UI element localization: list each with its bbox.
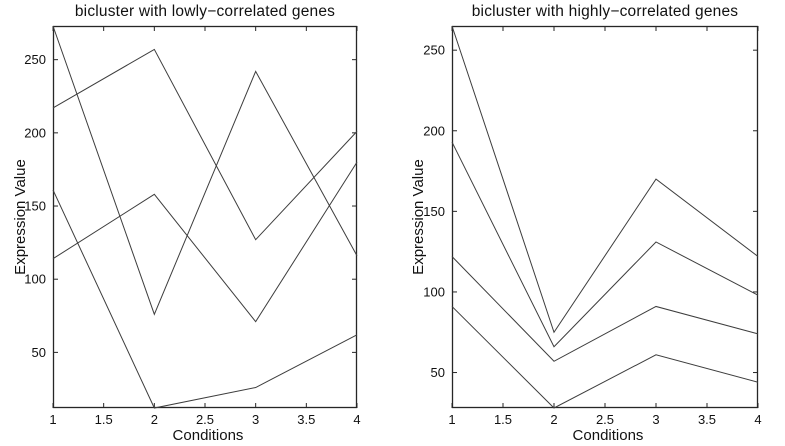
plot-box xyxy=(451,25,759,409)
x-tick-label: 1 xyxy=(49,412,56,427)
x-tick-label: 2.5 xyxy=(596,412,614,427)
chart-right: 1 1.5 2 2.5 3 3.5 4 50 100 150 200 250 bicluster wit… xyxy=(410,3,762,444)
x-tick-label: 1 xyxy=(448,412,455,427)
chart-title: bicluster with lowly−correlated genes xyxy=(75,3,335,20)
gene-3-line xyxy=(451,256,759,362)
y-tick-label: 200 xyxy=(423,123,445,138)
x-tick-label: 1.5 xyxy=(95,412,113,427)
x-axis-label: Conditions xyxy=(173,427,244,444)
y-tick-label: 150 xyxy=(24,199,46,214)
plot-box xyxy=(52,25,358,409)
y-tick-label: 100 xyxy=(24,272,46,287)
y-tick-label: 50 xyxy=(431,365,445,380)
x-tick-label: 3 xyxy=(652,412,659,427)
y-tick-label: 250 xyxy=(423,43,445,58)
y-tick-label: 150 xyxy=(423,204,445,219)
y-tick-label: 100 xyxy=(423,284,445,299)
x-tick-label: 2.5 xyxy=(196,412,214,427)
x-tick-label: 4 xyxy=(754,412,761,427)
x-tick-label: 2 xyxy=(550,412,557,427)
gene-2-line xyxy=(52,48,358,241)
x-axis-label: Conditions xyxy=(573,427,644,444)
gene-3-line xyxy=(52,189,358,409)
y-axis-label: Expression Value xyxy=(12,159,29,275)
x-tick-label: 1.5 xyxy=(494,412,512,427)
x-tick-label: 4 xyxy=(353,412,360,427)
x-tick-label: 2 xyxy=(151,412,158,427)
y-tick-label: 200 xyxy=(24,125,46,140)
y-tick-label: 50 xyxy=(32,345,46,360)
x-tick-label: 3.5 xyxy=(698,412,716,427)
chart-left: 1 1.5 2 2.5 3 3.5 4 50 100 150 200 250 bicluster wit… xyxy=(12,3,361,444)
y-axis-label: Expression Value xyxy=(410,159,427,275)
y-tick-label: 250 xyxy=(24,52,46,67)
chart-title: bicluster with highly−correlated genes xyxy=(472,3,739,20)
gene-1-line xyxy=(52,25,358,316)
gene-4-line xyxy=(451,306,759,409)
gene-2-line xyxy=(451,141,759,348)
x-tick-label: 3 xyxy=(252,412,259,427)
gene-4-line xyxy=(52,161,358,323)
x-tick-label: 3.5 xyxy=(297,412,315,427)
gene-1-line xyxy=(451,25,759,334)
